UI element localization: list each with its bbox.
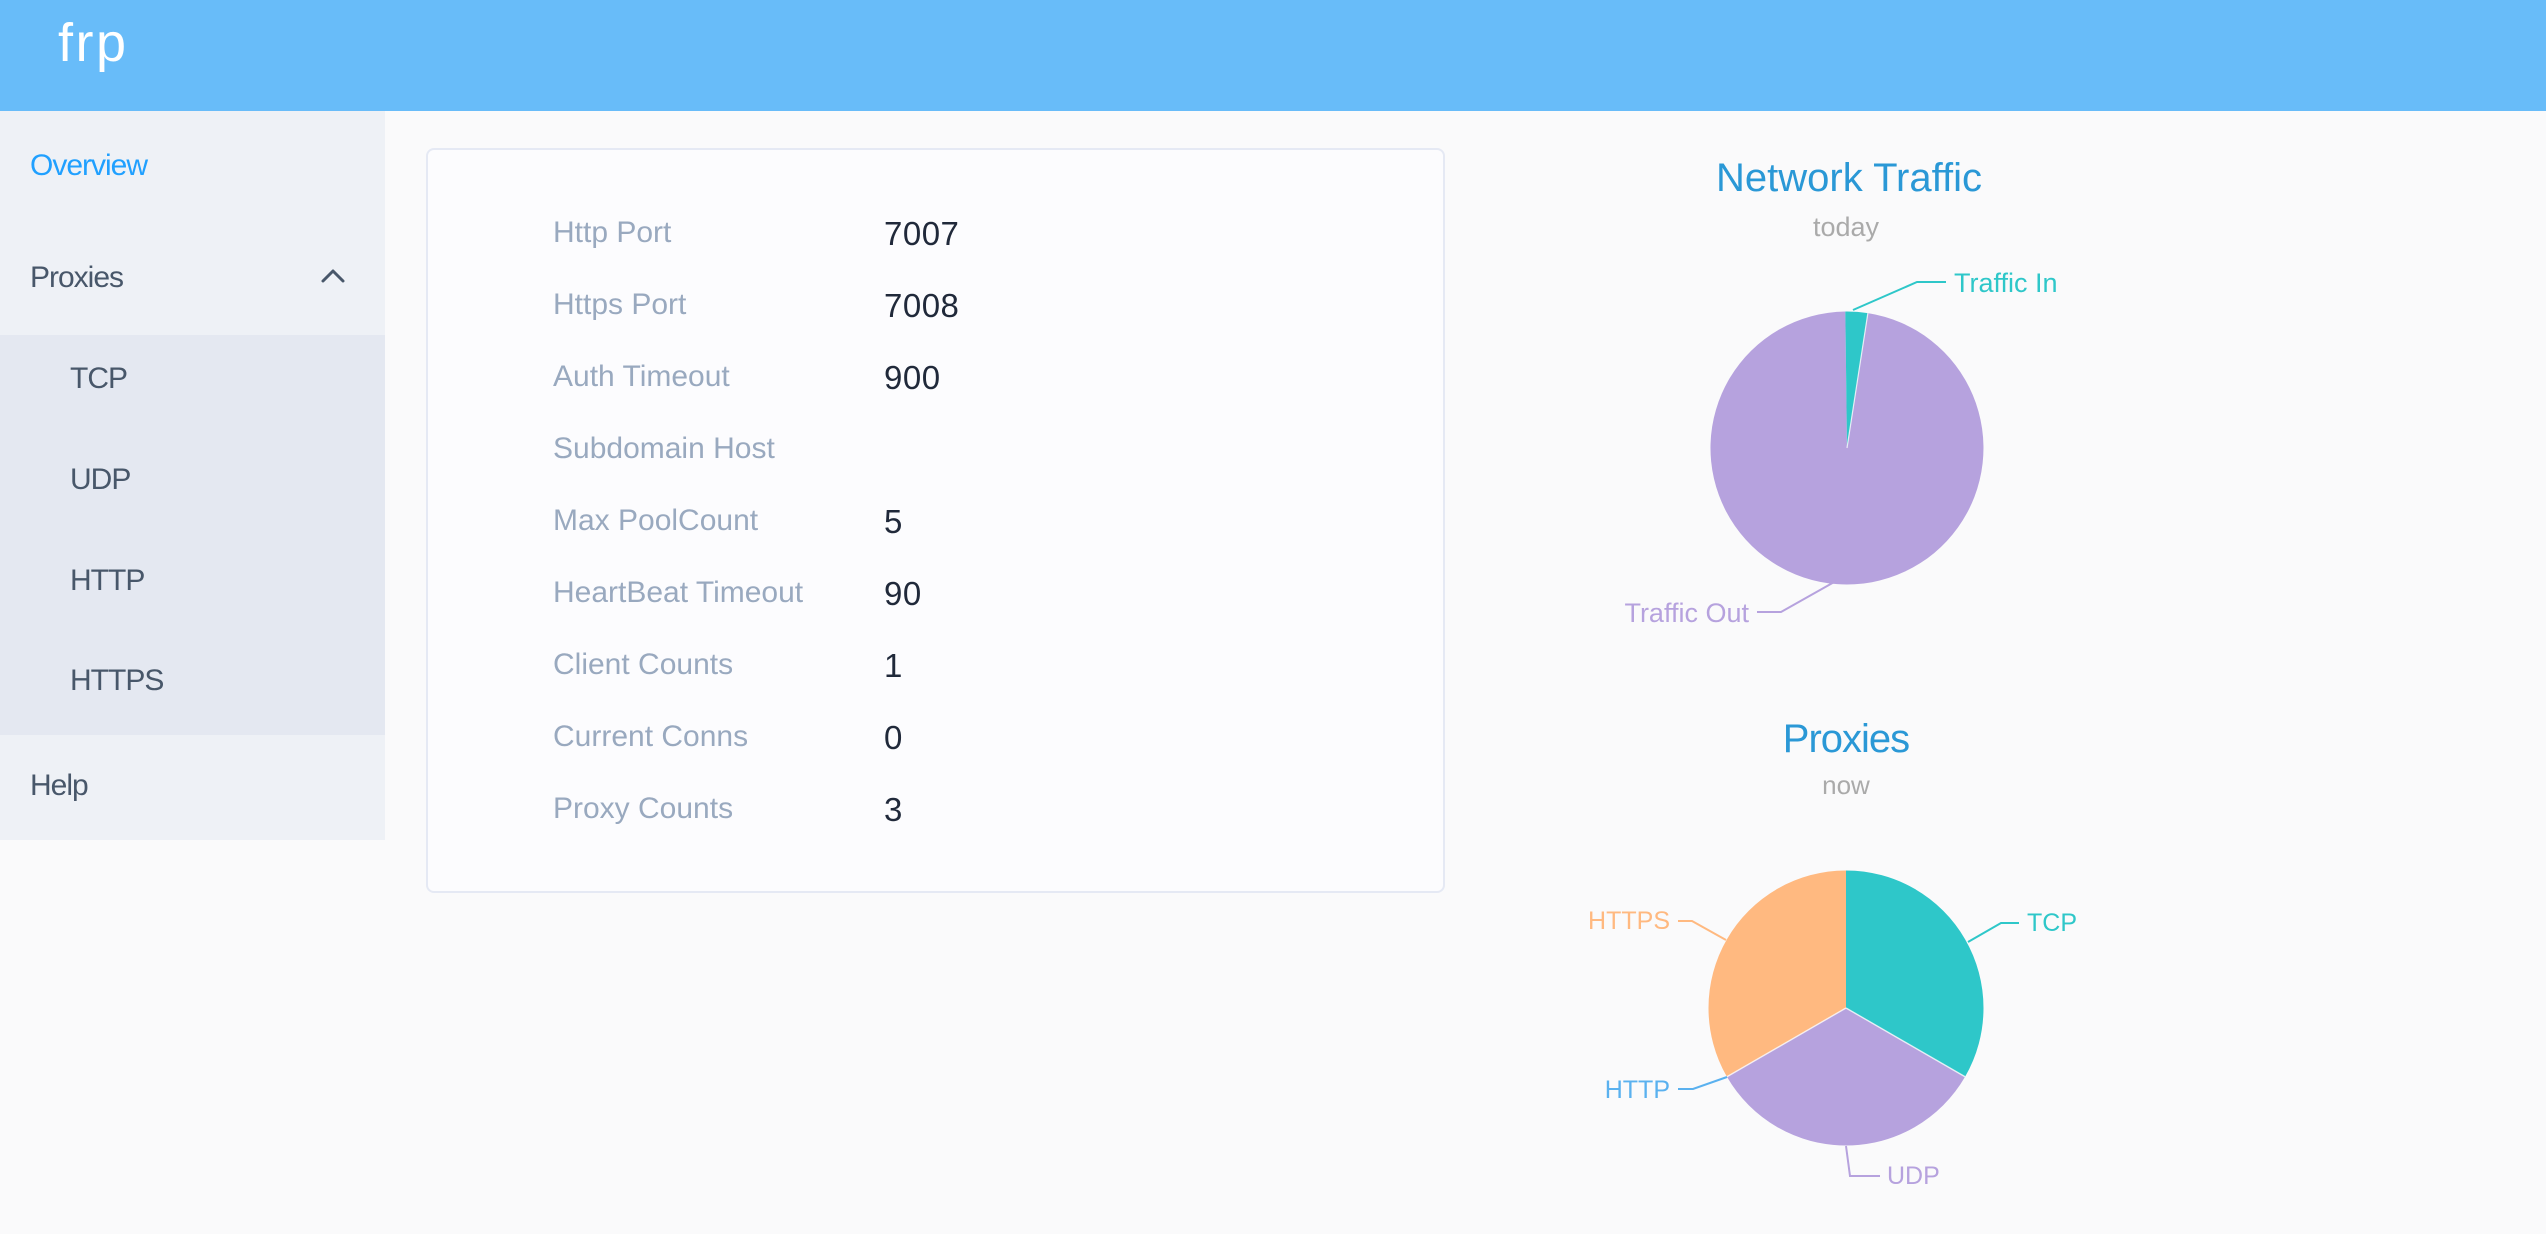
svg-text:HTTP: HTTP	[1605, 1076, 1670, 1104]
svg-text:UDP: UDP	[1887, 1162, 1940, 1190]
svg-text:TCP: TCP	[2027, 909, 2077, 937]
svg-text:Traffic In: Traffic In	[1954, 268, 2058, 298]
svg-text:today: today	[1813, 212, 1880, 242]
svg-text:Traffic Out: Traffic Out	[1624, 598, 1749, 628]
svg-text:Network Traffic: Network Traffic	[1716, 156, 1982, 200]
svg-text:now: now	[1822, 770, 1870, 800]
svg-text:HTTPS: HTTPS	[1588, 907, 1670, 935]
svg-text:Proxies: Proxies	[1783, 717, 1909, 761]
